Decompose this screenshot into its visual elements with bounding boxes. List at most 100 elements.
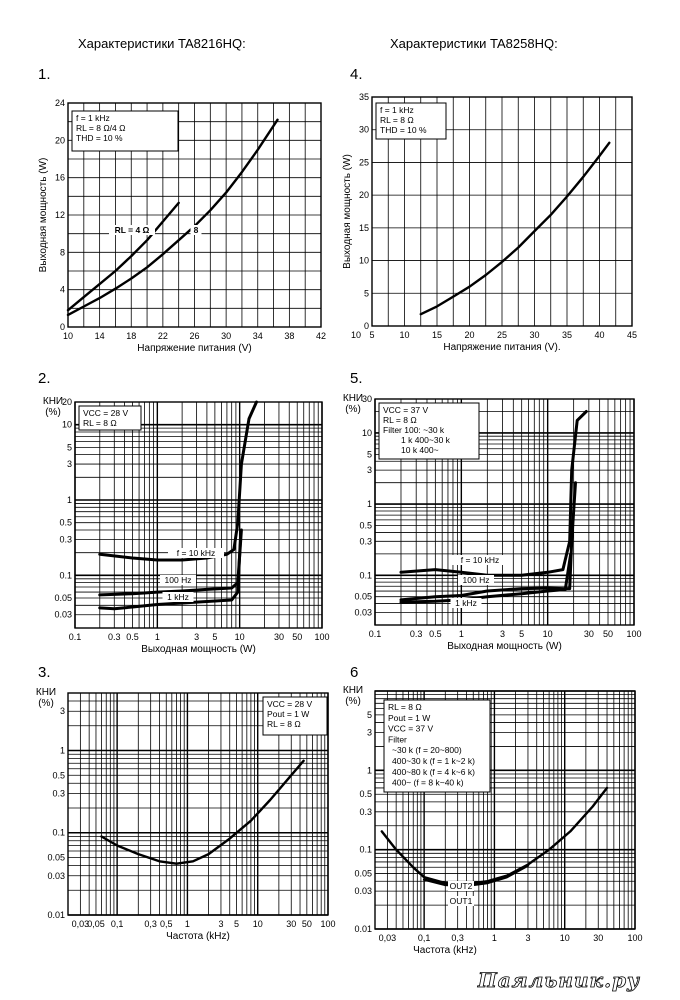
series-line-1 xyxy=(100,759,305,865)
y-tick-label: 0.1 xyxy=(359,845,372,855)
legend-box xyxy=(375,102,447,140)
x-tick-label: 1 xyxy=(155,632,160,642)
legend-box xyxy=(71,110,179,152)
x-axis-label: Напряжение питания (V). xyxy=(443,342,560,353)
x-tick-label: 10 xyxy=(543,629,553,639)
left-column-title: Характеристики TA8216HQ: xyxy=(78,36,246,51)
x-tick-label: 50 xyxy=(292,632,302,642)
x-tick-label: 1 xyxy=(492,933,497,943)
y-tick-label: 0.05 xyxy=(354,869,372,879)
x-axis-label: Выходная мощность (W) xyxy=(447,641,562,652)
x-tick-label: 10 xyxy=(63,331,73,341)
y-tick-label: 0.1 xyxy=(359,570,372,580)
y-tick-label: 0.1 xyxy=(52,828,65,838)
series-line-1 xyxy=(399,410,588,577)
y-axis-label: (%) xyxy=(38,698,54,709)
x-tick-label: 1 xyxy=(185,919,190,929)
series-label-bg xyxy=(448,881,474,891)
series-label: f = 10 kHz xyxy=(177,548,216,558)
series-label: 100 Hz xyxy=(463,575,490,585)
site-watermark: Паяльник.ру xyxy=(477,968,640,993)
curve-annotation: 8 xyxy=(194,225,199,235)
legend-entry: ~30 k (f = 20~800) xyxy=(392,745,462,755)
plot-frame xyxy=(67,692,329,916)
x-tick-label: 3 xyxy=(218,919,223,929)
series-label-bg xyxy=(160,575,196,585)
y-tick-label: 8 xyxy=(60,247,65,257)
legend-box xyxy=(78,405,142,431)
y-tick-label: 30 xyxy=(362,394,372,404)
x-tick-label: 0,03 xyxy=(72,919,90,929)
series-label: 1 kHz xyxy=(167,592,189,602)
legend-entry: RL = 8 Ω xyxy=(383,415,417,425)
legend-entry: f = 1 kHz xyxy=(380,105,414,115)
legend-entry: THD = 10 % xyxy=(76,133,123,143)
series-line-3 xyxy=(399,552,573,604)
x-tick-label: 0,05 xyxy=(87,919,105,929)
x-tick-label: 3 xyxy=(525,933,530,943)
y-tick-label: 5 xyxy=(67,442,72,452)
x-tick-label: 22 xyxy=(158,331,168,341)
panel-number-4: 4. xyxy=(350,66,363,83)
x-tick-label: 10 xyxy=(351,330,361,340)
annotation-bg xyxy=(109,225,155,235)
x-tick-label: 10 xyxy=(235,632,245,642)
x-tick-label: 0,1 xyxy=(418,933,431,943)
panel-number-6: 6 xyxy=(350,664,359,681)
x-tick-label: 18 xyxy=(126,331,136,341)
y-tick-label: 3 xyxy=(367,727,372,737)
series-label-bg xyxy=(452,555,508,565)
chart-p2: 0.1 0.3 0.5 1 3 5 10 30 50 100 0.03 0.05 0.1 0.3 0.5 1 3… xyxy=(43,396,330,655)
chart-p5: 0.1 0.3 0.5 1 3 5 10 30 50 100 0.03 0.05 0.1 0.3 0.5 1 3… xyxy=(343,393,642,652)
x-tick-label: 5 xyxy=(234,919,239,929)
y-tick-label: 10 xyxy=(359,256,369,266)
x-tick-label: 0.5 xyxy=(429,629,442,639)
x-tick-label: 100 xyxy=(626,629,641,639)
legend-box xyxy=(378,402,480,460)
x-tick-label: 42 xyxy=(316,331,326,341)
curve-annotation: RL = 4 Ω xyxy=(115,225,150,235)
annotation-bg xyxy=(190,225,202,235)
legend-entry: RL = 8 Ω xyxy=(388,702,422,712)
y-tick-label: 0.5 xyxy=(359,521,372,531)
y-tick-label: 3 xyxy=(67,459,72,469)
series-line-3 xyxy=(98,537,242,611)
x-tick-label: 26 xyxy=(189,331,199,341)
y-tick-label: 20 xyxy=(55,135,65,145)
right-column-title: Характеристики TA8258HQ: xyxy=(390,36,558,51)
x-tick-label: 10 xyxy=(560,933,570,943)
x-tick-label: 0.3 xyxy=(410,629,423,639)
x-axis-label: Частота (kHz) xyxy=(166,931,230,942)
panel-number-5: 5. xyxy=(350,370,363,387)
y-tick-label: 5 xyxy=(367,449,372,459)
y-axis-label: Выходная мощность (W) xyxy=(38,158,49,273)
y-tick-label: 0.3 xyxy=(59,534,72,544)
y-axis-label: КНИ xyxy=(343,685,363,696)
y-tick-label: 3 xyxy=(367,465,372,475)
y-tick-label: 0.03 xyxy=(354,607,372,617)
x-tick-label: 0,1 xyxy=(111,919,124,929)
series-label-bg xyxy=(450,598,482,608)
x-tick-label: 0,3 xyxy=(144,919,157,929)
legend-entry: Pout = 1 W xyxy=(388,713,430,723)
x-tick-label: 30 xyxy=(274,632,284,642)
plot-frame xyxy=(67,102,322,328)
y-axis-label: КНИ xyxy=(43,396,63,407)
x-tick-label: 35 xyxy=(562,330,572,340)
legend-entry: Filter 100: ~30 k xyxy=(383,425,445,435)
y-tick-label: 5 xyxy=(367,710,372,720)
y-tick-label: 5 xyxy=(364,288,369,298)
y-tick-label: 0.5 xyxy=(52,770,65,780)
y-tick-label: 12 xyxy=(55,210,65,220)
y-tick-label: 0.05 xyxy=(354,592,372,602)
y-tick-label: 4 xyxy=(60,285,65,295)
series-label: 100 Hz xyxy=(165,575,192,585)
x-tick-label: 50 xyxy=(603,629,613,639)
x-tick-label: 38 xyxy=(284,331,294,341)
y-tick-label: 0.5 xyxy=(359,789,372,799)
y-tick-label: 1 xyxy=(367,765,372,775)
x-tick-label: 30 xyxy=(286,919,296,929)
y-tick-label: 1 xyxy=(67,495,72,505)
legend-entry: THD = 10 % xyxy=(380,125,427,135)
